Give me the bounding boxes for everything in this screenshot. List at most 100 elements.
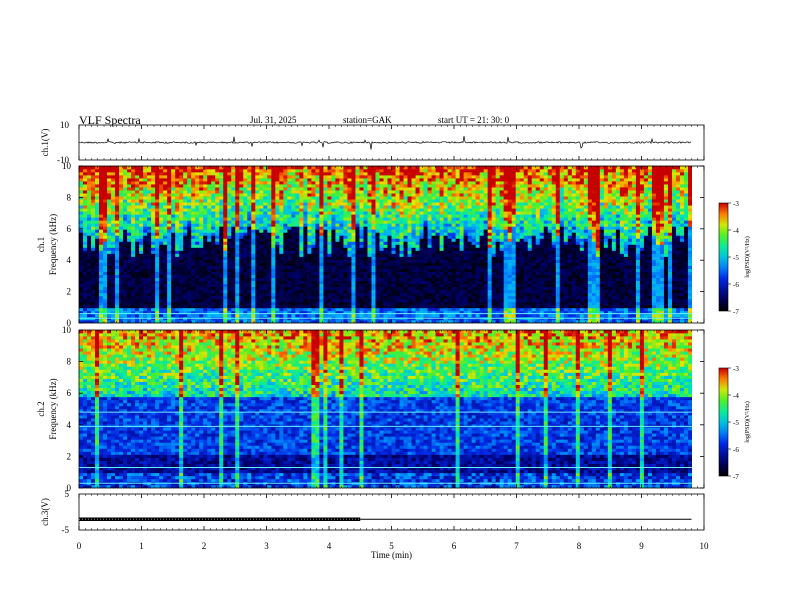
spectrogram-cell [107, 187, 112, 191]
spectrogram-cell [183, 220, 188, 224]
spectrogram-cell [231, 256, 236, 260]
spectrogram-cell [363, 283, 368, 288]
spectrogram-cell [175, 289, 180, 294]
spectrogram-cell [359, 262, 364, 266]
spectrogram-cell [371, 286, 376, 291]
spectrogram-cell [151, 313, 156, 318]
spectrogram-cell [271, 253, 276, 257]
spectrogram-cell [111, 307, 116, 312]
spectrogram-cell [427, 319, 432, 323]
spectrogram-cell [391, 232, 396, 236]
spectrogram-cell [371, 247, 376, 251]
spectrogram-cell [183, 262, 188, 266]
spectrogram-cell [131, 247, 136, 251]
spectrogram-cell [299, 211, 304, 215]
spectrogram-cell [327, 271, 332, 275]
spectrogram-cell [411, 199, 416, 203]
spectrogram-cell [343, 214, 348, 218]
spectrogram-cell [423, 250, 428, 254]
spectrogram-cell [419, 277, 424, 282]
spectrogram-cell [215, 172, 220, 176]
spectrogram-cell [395, 253, 400, 257]
spectrogram-cell [167, 310, 172, 315]
spectrogram-cell [111, 199, 116, 203]
spectrogram-cell [283, 268, 288, 272]
spectrogram-cell [443, 241, 448, 245]
spectrogram-cell [391, 310, 396, 315]
spectrogram-cell [347, 226, 352, 230]
spectrogram-cell [103, 286, 108, 291]
spectrogram-cell [211, 235, 216, 239]
spectrogram-cell [247, 268, 252, 272]
spectrogram-cell [155, 277, 160, 282]
spectrogram-cell [223, 178, 228, 182]
spectrogram-cell [363, 199, 368, 203]
spectrogram-cell [259, 292, 264, 297]
spectrogram-cell [423, 319, 428, 323]
spectrogram-cell [263, 277, 268, 282]
spectrogram-cell [311, 244, 316, 248]
spectrogram-cell [91, 217, 96, 221]
spectrogram-cell [151, 226, 156, 230]
spectrogram-cell [411, 244, 416, 248]
spectrogram-cell [223, 196, 228, 200]
spectrogram-cell [227, 289, 232, 294]
spectrogram-cell [303, 214, 308, 218]
spectrogram-cell [199, 274, 204, 279]
spectrogram-cell [367, 196, 372, 200]
spectrogram-cell [95, 202, 100, 206]
spectrogram-cell [347, 190, 352, 194]
spectrogram-cell [295, 190, 300, 194]
spectrogram-cell [255, 211, 260, 215]
spectrogram-cell [363, 166, 368, 170]
spectrogram-cell [347, 244, 352, 248]
spectrogram-cell [407, 211, 412, 215]
spectrogram-cell [427, 298, 432, 303]
spectrogram-cell [379, 223, 384, 227]
spectrogram-cell [371, 298, 376, 303]
spectrogram-cell [187, 307, 192, 312]
spectrogram-cell [435, 208, 440, 212]
spectrogram-cell [179, 283, 184, 288]
spectrogram-cell [363, 187, 368, 191]
spectrogram-cell [119, 265, 124, 269]
spectrogram-cell [319, 259, 324, 263]
spectrogram-cell [395, 289, 400, 294]
spectrogram-cell [339, 211, 344, 215]
spectrogram-cell [383, 214, 388, 218]
spectrogram-cell [99, 274, 104, 279]
spectrogram-cell [223, 298, 228, 303]
spectrogram-cell [91, 193, 96, 197]
spectrogram-cell [423, 202, 428, 206]
spectrogram-cell [391, 187, 396, 191]
spectrogram-cell [379, 169, 384, 173]
spectrogram-cell [239, 247, 244, 251]
spectrogram-cell [219, 187, 224, 191]
spectrogram-cell [283, 292, 288, 297]
spectrogram-cell [343, 196, 348, 200]
spectrogram-cell [327, 196, 332, 200]
spectrogram-cell [259, 238, 264, 242]
spectrogram-cell [271, 172, 276, 176]
spectrogram-cell [171, 265, 176, 269]
spectrogram-cell [215, 313, 220, 318]
spectrogram-cell [103, 304, 108, 309]
spectrogram-cell [443, 184, 448, 188]
spectrogram-cell [319, 178, 324, 182]
spectrogram-cell [355, 262, 360, 266]
spectrogram-cell [163, 274, 168, 279]
spectrogram-cell [231, 262, 236, 266]
spectrogram-cell [403, 307, 408, 312]
spectrogram-cell [427, 271, 432, 275]
spectrogram-cell [279, 172, 284, 176]
spectrogram-cell [135, 310, 140, 315]
spectrogram-cell [203, 319, 208, 323]
spectrogram-cell [147, 310, 152, 315]
spectrogram-cell [275, 268, 280, 272]
spectrogram-cell [147, 271, 152, 275]
spectrogram-cell [119, 271, 124, 275]
spectrogram-cell [215, 310, 220, 315]
spectrogram-cell [443, 256, 448, 260]
spectrogram-cell [187, 190, 192, 194]
spectrogram-cell [163, 301, 168, 306]
